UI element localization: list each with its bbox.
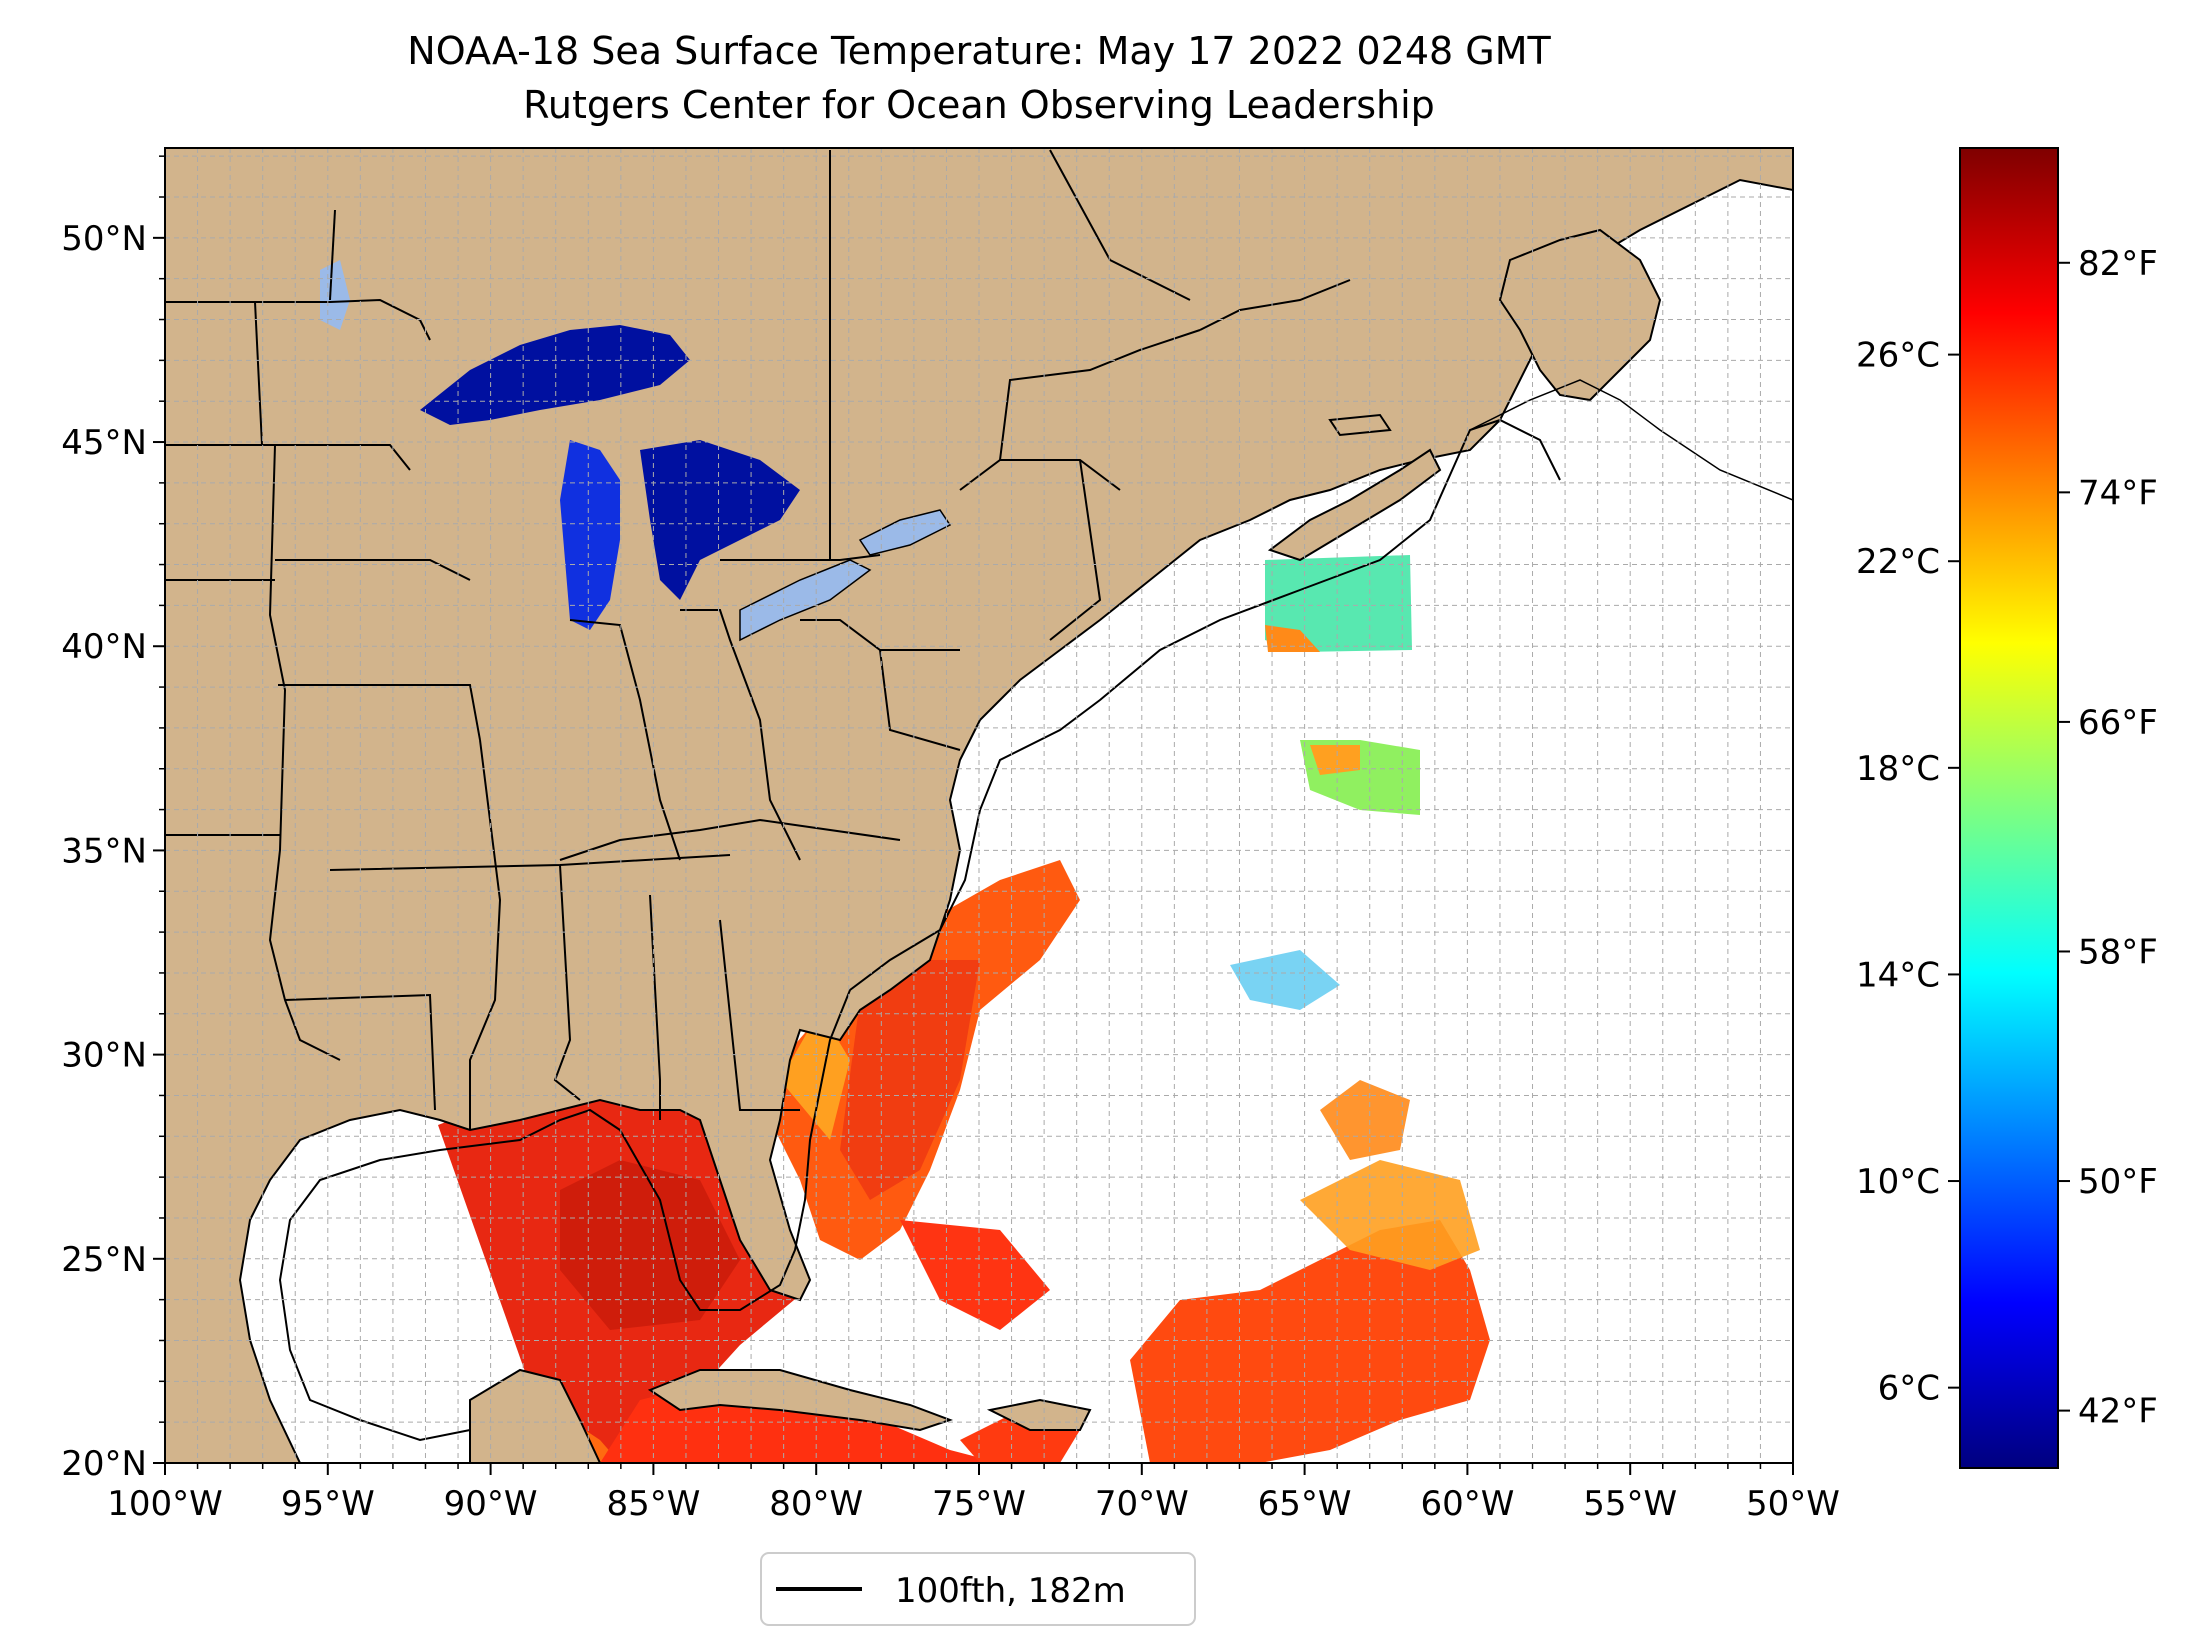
colorbar-fahrenheit-label: 74°F [2078, 473, 2158, 513]
legend-box [760, 1552, 1196, 1626]
isobath-100fth-line-atlantic-north [1469, 379, 1793, 501]
colorbar-gradient [1959, 147, 2059, 1469]
lake-ontario [858, 509, 952, 556]
lake-erie [739, 559, 872, 642]
lon-tick-label: 100°W [107, 1484, 223, 1524]
lon-tick-label: 90°W [444, 1484, 538, 1524]
lon-tick-label: 70°W [1095, 1484, 1189, 1524]
nova-scotia-land [1267, 448, 1442, 562]
longitude-axis: 100°W 95°W 90°W 85°W 80°W 75°W 70°W 65°W 60°W 55°… [107, 1463, 1840, 1524]
lon-tick-label: 75°W [932, 1484, 1026, 1524]
lon-tick-label: 95°W [281, 1484, 375, 1524]
colorbar: 6°C 10°C 14°C 18°C 22°C 26°C 42°F 50°F 58°F 66°F… [1856, 147, 2158, 1469]
colorbar-fahrenheit-ticks: 42°F 50°F 58°F 66°F 74°F 82°F [2058, 244, 2158, 1432]
map-title-line1: NOAA-18 Sea Surface Temperature: May 17 … [407, 29, 1551, 73]
colorbar-celsius-label: 22°C [1856, 542, 1940, 582]
colorbar-celsius-label: 26°C [1856, 336, 1940, 376]
lat-tick-label: 35°N [61, 831, 147, 871]
sst-florida-gulfstream-swath [770, 860, 1080, 1330]
colorbar-celsius-label: 14°C [1856, 955, 1940, 995]
map-legend: 100fth, 182m [760, 1552, 1196, 1626]
lon-tick-label: 65°W [1258, 1484, 1352, 1524]
colorbar-celsius-label: 10°C [1856, 1162, 1940, 1202]
lake-huron [640, 440, 800, 600]
lon-tick-label: 85°W [606, 1484, 700, 1524]
map-panel[interactable] [165, 148, 1793, 1463]
lat-tick-label: 20°N [61, 1444, 147, 1484]
colorbar-fahrenheit-label: 66°F [2078, 703, 2158, 743]
lon-tick-label: 60°W [1420, 1484, 1514, 1524]
graticule-gridlines [165, 148, 1793, 1463]
colorbar-fahrenheit-label: 58°F [2078, 932, 2158, 972]
great-lakes [320, 260, 952, 642]
colorbar-celsius-ticks: 6°C 10°C 14°C 18°C 22°C 26°C [1856, 336, 1960, 1409]
isobath-100fth-line [278, 418, 1561, 1442]
colorbar-celsius-label: 6°C [1878, 1369, 1940, 1409]
lat-tick-label: 45°N [61, 423, 147, 463]
lat-tick-label: 50°N [61, 219, 147, 259]
newfoundland-land [1498, 228, 1662, 402]
latitude-axis: 20°N 25°N 30°N 35°N 40°N 45°N 50°N [61, 155, 165, 1484]
colorbar-fahrenheit-label: 82°F [2078, 244, 2158, 284]
lake-michigan [560, 440, 620, 630]
colorbar-celsius-label: 18°C [1856, 749, 1940, 789]
lon-tick-label: 80°W [769, 1484, 863, 1524]
political-borders [165, 149, 1351, 1130]
map-title-line2: Rutgers Center for Ocean Observing Leade… [523, 83, 1435, 127]
cuba-land [647, 1369, 953, 1432]
sst-atlantic-east-swath [1130, 555, 1490, 1463]
legend-isobath-label: 100fth, 182m [895, 1571, 1126, 1611]
lon-tick-label: 50°W [1746, 1484, 1840, 1524]
yucatan-land [469, 1368, 602, 1463]
lat-tick-label: 30°N [61, 1036, 147, 1076]
lat-tick-label: 40°N [61, 627, 147, 667]
lat-tick-label: 25°N [61, 1240, 147, 1280]
colorbar-fahrenheit-label: 42°F [2078, 1392, 2158, 1432]
colorbar-fahrenheit-label: 50°F [2078, 1162, 2158, 1202]
lon-tick-label: 55°W [1583, 1484, 1677, 1524]
lake-superior [420, 325, 690, 425]
